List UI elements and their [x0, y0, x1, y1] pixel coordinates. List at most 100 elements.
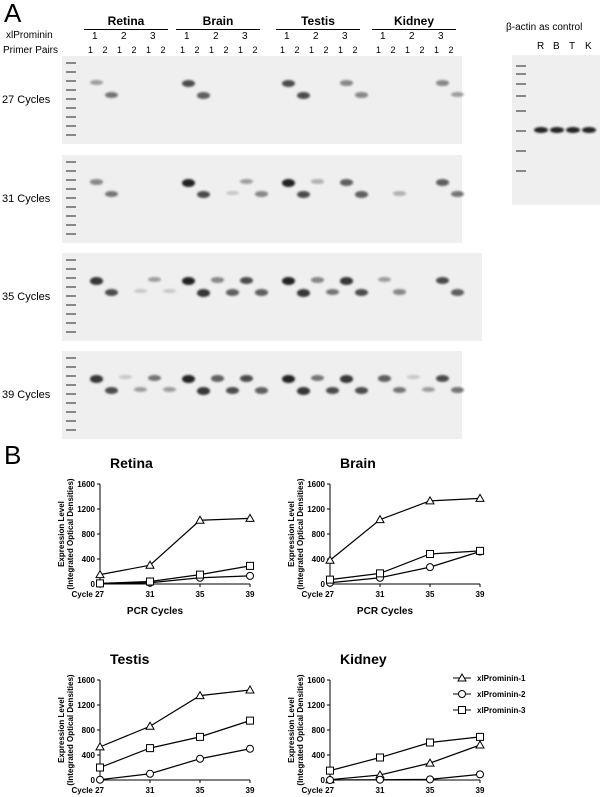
chart-title: Brain	[340, 455, 376, 471]
point-triangle	[95, 569, 105, 579]
tissue-underline	[176, 29, 260, 30]
pair-number: 2	[252, 45, 258, 55]
pair-number: 2	[131, 45, 137, 55]
x-tick-label: 31	[376, 590, 385, 599]
y-tick-label: 1600	[307, 676, 325, 685]
tissue-underline	[276, 29, 360, 30]
series-line-xlprominin-2	[99, 575, 251, 585]
tissue-underline	[372, 29, 456, 30]
y-tick-label: 800	[82, 530, 96, 539]
primer-number: 3	[150, 31, 156, 42]
point-square	[476, 732, 484, 741]
row-header-primer-pairs: Primer Pairs	[3, 45, 59, 56]
point-square	[476, 546, 484, 555]
point-square	[96, 763, 104, 772]
point-triangle	[245, 513, 255, 522]
point-square	[196, 570, 204, 579]
pair-number: 1	[209, 45, 215, 55]
primer-number: 3	[342, 31, 348, 42]
x-tick-label: 31	[146, 590, 155, 599]
point-triangle	[145, 721, 155, 730]
point-square	[146, 744, 154, 753]
x-tick-label: 39	[476, 786, 485, 795]
x-tick-label: 31	[376, 786, 385, 795]
y-tick-label: 0	[321, 776, 326, 785]
line-charts: Retina 0 400 800 1200 1600 Cycle 27 31 35 39 PCR C…	[57, 455, 526, 795]
y-tick-label: 800	[312, 530, 326, 539]
series-line-xlprominin-1	[329, 497, 481, 561]
y-tick-label: 1600	[307, 480, 325, 489]
pair-number: 1	[180, 45, 186, 55]
point-triangle	[245, 684, 255, 694]
x-tick-label: 35	[426, 786, 435, 795]
point-circle	[246, 744, 254, 753]
point-square	[196, 732, 204, 741]
y-axis-label-2: (Integrated Optical Densities)	[66, 478, 75, 589]
pair-number: 1	[88, 45, 94, 55]
point-triangle	[425, 495, 435, 505]
y-tick-label: 0	[91, 580, 96, 589]
panel-a-letter: A	[4, 0, 22, 28]
x-tick-label: 31	[146, 786, 155, 795]
point-triangle	[95, 741, 105, 751]
point-circle	[326, 776, 334, 784]
pair-number: 1	[280, 45, 286, 55]
x-tick-label: Cycle 27	[72, 590, 105, 599]
y-tick-label: 800	[82, 726, 96, 735]
point-square	[96, 579, 104, 588]
gel-cycle-2	[62, 155, 464, 243]
y-tick-label: 1200	[77, 505, 95, 514]
x-tick-label: 35	[426, 590, 435, 599]
pair-number: 2	[352, 45, 358, 55]
y-axis-label-2: (Integrated Optical Densities)	[296, 478, 305, 589]
pair-number: 1	[146, 45, 152, 55]
y-tick-label: 800	[312, 726, 326, 735]
point-square	[246, 716, 254, 725]
gel-cycle-1	[62, 56, 464, 144]
point-square	[326, 575, 334, 584]
y-axis-label-2: (Integrated Optical Densities)	[66, 674, 75, 785]
point-circle	[196, 754, 204, 763]
series-line-xlprominin-2	[329, 550, 481, 584]
pair-number: 2	[102, 45, 108, 55]
tissue-header-kidney: Kidney	[393, 14, 434, 28]
pair-number: 2	[160, 45, 166, 55]
primer-number: 2	[409, 31, 415, 42]
point-triangle	[195, 690, 205, 700]
primer-number: 3	[242, 31, 248, 42]
point-circle	[476, 770, 484, 779]
y-axis-label: Expression Level	[287, 501, 296, 567]
series-line-xlprominin-1	[99, 517, 251, 576]
series-line-xlprominin-3	[329, 550, 481, 581]
point-circle	[246, 571, 254, 580]
point-triangle	[195, 515, 205, 524]
chart-title: Retina	[110, 455, 153, 471]
x-tick-label: Cycle 27	[72, 786, 105, 795]
point-square	[426, 550, 434, 558]
point-triangle	[145, 560, 155, 569]
x-tick-label: Cycle 27	[302, 590, 335, 599]
pair-number: 2	[223, 45, 229, 55]
y-axis-label: Expression Level	[57, 501, 66, 567]
y-tick-label: 1200	[77, 701, 95, 710]
legend-label: xlProminin-2	[477, 690, 526, 699]
legend-label: xlProminin-3	[477, 706, 526, 715]
point-square	[246, 561, 254, 570]
y-tick-label: 400	[82, 555, 96, 564]
legend-marker-square	[458, 706, 466, 714]
point-square	[326, 766, 334, 775]
pair-number: 1	[117, 45, 123, 55]
pair-number: 1	[376, 45, 382, 55]
chart-retina: Retina 0 400 800 1200 1600 Cycle 27 31 35 39 PCR C…	[57, 455, 255, 617]
y-tick-label: 400	[312, 555, 326, 564]
y-axis-label-2: (Integrated Optical Densities)	[296, 674, 305, 785]
y-tick-label: 0	[321, 580, 326, 589]
pair-number: 1	[338, 45, 344, 55]
x-tick-label: Cycle 27	[302, 786, 335, 795]
x-tick-label: 35	[196, 590, 205, 599]
pair-number: 1	[238, 45, 244, 55]
point-triangle	[425, 758, 435, 767]
control-title: β-actin as control	[506, 22, 583, 33]
series-line-xlprominin-1	[329, 744, 481, 781]
point-circle	[96, 775, 104, 784]
